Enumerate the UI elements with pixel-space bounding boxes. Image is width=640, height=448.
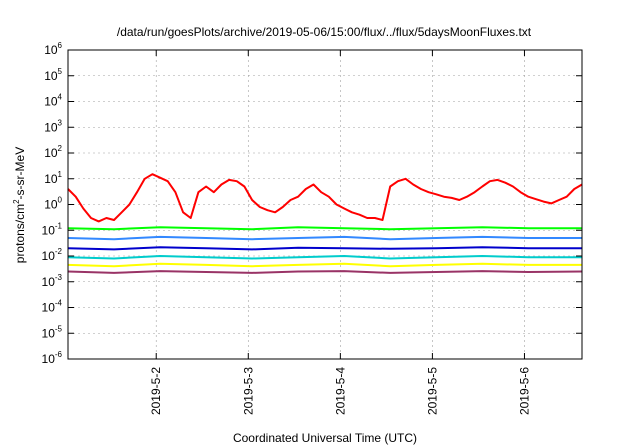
y-tick-base: 10: [44, 69, 58, 83]
y-tick-label: 106: [44, 41, 62, 57]
x-tick-label: 2019-5-5: [425, 367, 439, 415]
y-tick-base: 10: [42, 301, 56, 315]
y-tick-label: 10-4: [42, 299, 63, 315]
series-line-2: [67, 226, 582, 231]
series-line-6: [67, 262, 582, 268]
y-tick-label: 100: [44, 196, 62, 212]
series-line-1: [67, 173, 583, 223]
y-axis-label-suffix: -s-sr-MeV: [13, 147, 27, 200]
y-tick-exponent: -5: [55, 324, 63, 333]
y-tick-label: 10-1: [42, 221, 63, 237]
chart-title: /data/run/goesPlots/archive/2019-05-06/1…: [117, 25, 532, 39]
y-tick-label: 10-6: [42, 350, 63, 366]
y-tick-label: 103: [44, 118, 62, 134]
y-tick-exponent: 3: [58, 118, 63, 127]
y-tick-label: 105: [44, 67, 62, 83]
y-tick-exponent: -4: [55, 299, 63, 308]
y-tick-labels: 10-610-510-410-310-210-11001011021031041…: [42, 41, 63, 366]
y-tick-label: 104: [44, 93, 62, 109]
y-tick-exponent: 5: [58, 67, 63, 76]
y-tick-base: 10: [44, 95, 58, 109]
y-axis-label-prefix: protons/cm: [13, 204, 27, 263]
y-tick-exponent: 0: [58, 196, 63, 205]
series-line-4: [67, 246, 582, 251]
y-tick-label: 101: [44, 170, 62, 186]
y-tick-base: 10: [42, 352, 56, 366]
ticks: [68, 49, 582, 360]
series-line-7: [67, 270, 583, 274]
y-tick-exponent: -2: [55, 247, 63, 256]
y-tick-base: 10: [44, 198, 58, 212]
y-tick-exponent: 1: [58, 170, 63, 179]
x-tick-label: 2019-5-4: [333, 367, 347, 415]
x-tick-labels: 2019-5-2 2019-5-3 2019-5-4 2019-5-5 2019-5-6: [149, 367, 531, 415]
y-tick-exponent: 4: [58, 93, 63, 102]
y-tick-base: 10: [42, 275, 56, 289]
y-tick-base: 10: [44, 43, 58, 57]
y-tick-base: 10: [44, 146, 58, 160]
series-group: [67, 173, 583, 274]
series-line-3: [67, 235, 582, 241]
y-axis-label: protons/cm2-s-sr-MeV: [12, 147, 27, 263]
y-tick-base: 10: [42, 223, 56, 237]
y-tick-exponent: -1: [55, 221, 63, 230]
y-axis-label-sup: 2: [12, 199, 21, 204]
y-tick-label: 10-5: [42, 324, 63, 340]
grid: [68, 50, 582, 359]
y-tick-exponent: -6: [55, 350, 63, 359]
y-tick-base: 10: [42, 326, 56, 340]
y-tick-exponent: 6: [58, 41, 63, 50]
y-tick-base: 10: [42, 249, 56, 263]
y-tick-label: 102: [44, 144, 62, 160]
y-tick-exponent: -3: [55, 273, 63, 282]
x-tick-label: 2019-5-3: [241, 367, 255, 415]
x-tick-label: 2019-5-2: [149, 367, 163, 415]
x-tick-label: 2019-5-6: [517, 367, 531, 415]
y-tick-label: 10-2: [42, 247, 63, 263]
y-tick-base: 10: [44, 120, 58, 134]
series-line-5: [67, 255, 582, 260]
y-tick-label: 10-3: [42, 273, 63, 289]
y-tick-exponent: 2: [58, 144, 63, 153]
y-tick-base: 10: [44, 172, 58, 186]
x-axis-label: Coordinated Universal Time (UTC): [233, 431, 417, 445]
